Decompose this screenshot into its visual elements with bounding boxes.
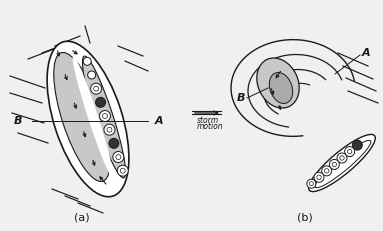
Text: A: A bbox=[155, 116, 164, 126]
Circle shape bbox=[95, 97, 106, 107]
Text: (b): (b) bbox=[297, 213, 313, 223]
Circle shape bbox=[100, 110, 111, 122]
Circle shape bbox=[322, 166, 332, 176]
Ellipse shape bbox=[54, 52, 110, 182]
Circle shape bbox=[117, 165, 128, 176]
Circle shape bbox=[345, 147, 355, 157]
Circle shape bbox=[109, 138, 119, 148]
Ellipse shape bbox=[73, 56, 113, 178]
Circle shape bbox=[88, 71, 96, 79]
Ellipse shape bbox=[82, 56, 126, 178]
Text: (a): (a) bbox=[74, 213, 90, 223]
Circle shape bbox=[91, 83, 101, 94]
Circle shape bbox=[352, 140, 362, 150]
Ellipse shape bbox=[309, 134, 375, 191]
Circle shape bbox=[337, 153, 347, 163]
Ellipse shape bbox=[47, 41, 129, 197]
Circle shape bbox=[104, 124, 115, 135]
Ellipse shape bbox=[315, 140, 371, 188]
Text: B: B bbox=[236, 93, 245, 103]
Circle shape bbox=[329, 159, 339, 169]
Circle shape bbox=[307, 179, 316, 188]
Text: motion: motion bbox=[197, 122, 224, 131]
Text: storm: storm bbox=[197, 116, 219, 125]
Circle shape bbox=[113, 152, 124, 163]
Circle shape bbox=[83, 57, 91, 65]
Ellipse shape bbox=[257, 58, 299, 108]
Text: A: A bbox=[362, 48, 371, 58]
Ellipse shape bbox=[269, 73, 293, 103]
Circle shape bbox=[314, 172, 324, 182]
Text: B: B bbox=[13, 116, 22, 126]
